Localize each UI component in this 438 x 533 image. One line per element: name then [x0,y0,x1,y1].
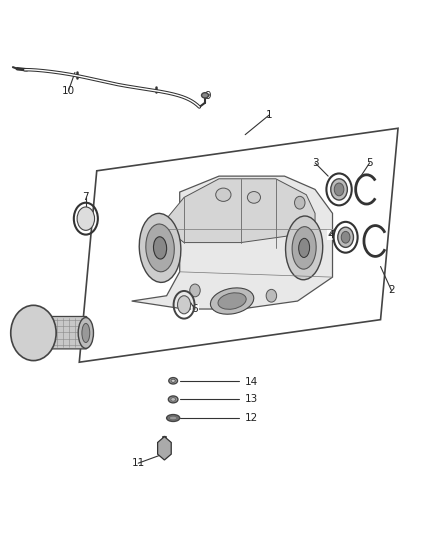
Ellipse shape [299,238,310,257]
Ellipse shape [247,191,261,203]
Ellipse shape [77,207,95,230]
Circle shape [11,305,56,361]
Text: 7: 7 [82,192,89,203]
Ellipse shape [171,379,175,382]
Ellipse shape [341,231,350,243]
Ellipse shape [331,179,347,200]
Ellipse shape [146,224,174,272]
Text: 10: 10 [62,86,75,96]
Ellipse shape [153,237,166,259]
Ellipse shape [169,377,177,384]
Polygon shape [79,128,398,362]
Ellipse shape [218,293,246,309]
Circle shape [266,289,277,302]
Ellipse shape [160,443,168,453]
Text: 1: 1 [266,110,272,120]
Ellipse shape [334,183,344,196]
Polygon shape [158,437,171,460]
Text: 8: 8 [43,336,50,346]
Ellipse shape [168,396,178,403]
Circle shape [190,284,200,297]
Ellipse shape [78,318,93,349]
Ellipse shape [201,93,208,98]
Text: 4: 4 [327,230,334,240]
Text: 3: 3 [312,158,318,168]
Circle shape [294,196,305,209]
Ellipse shape [216,188,231,201]
Ellipse shape [177,296,191,314]
Ellipse shape [338,227,353,247]
Ellipse shape [171,398,176,401]
Text: 2: 2 [388,286,395,295]
Ellipse shape [292,227,316,269]
Text: 5: 5 [366,158,373,168]
Text: 12: 12 [245,413,258,423]
FancyBboxPatch shape [32,317,87,349]
Text: 11: 11 [131,458,145,468]
Ellipse shape [169,416,177,420]
Text: 9: 9 [205,91,212,101]
Text: 6: 6 [192,304,198,314]
Ellipse shape [286,216,323,280]
Ellipse shape [82,324,90,343]
Polygon shape [166,179,315,243]
Polygon shape [132,176,332,309]
Text: 14: 14 [245,377,258,387]
Ellipse shape [210,288,254,314]
Ellipse shape [139,213,181,282]
Text: 13: 13 [245,394,258,405]
Ellipse shape [166,415,180,422]
